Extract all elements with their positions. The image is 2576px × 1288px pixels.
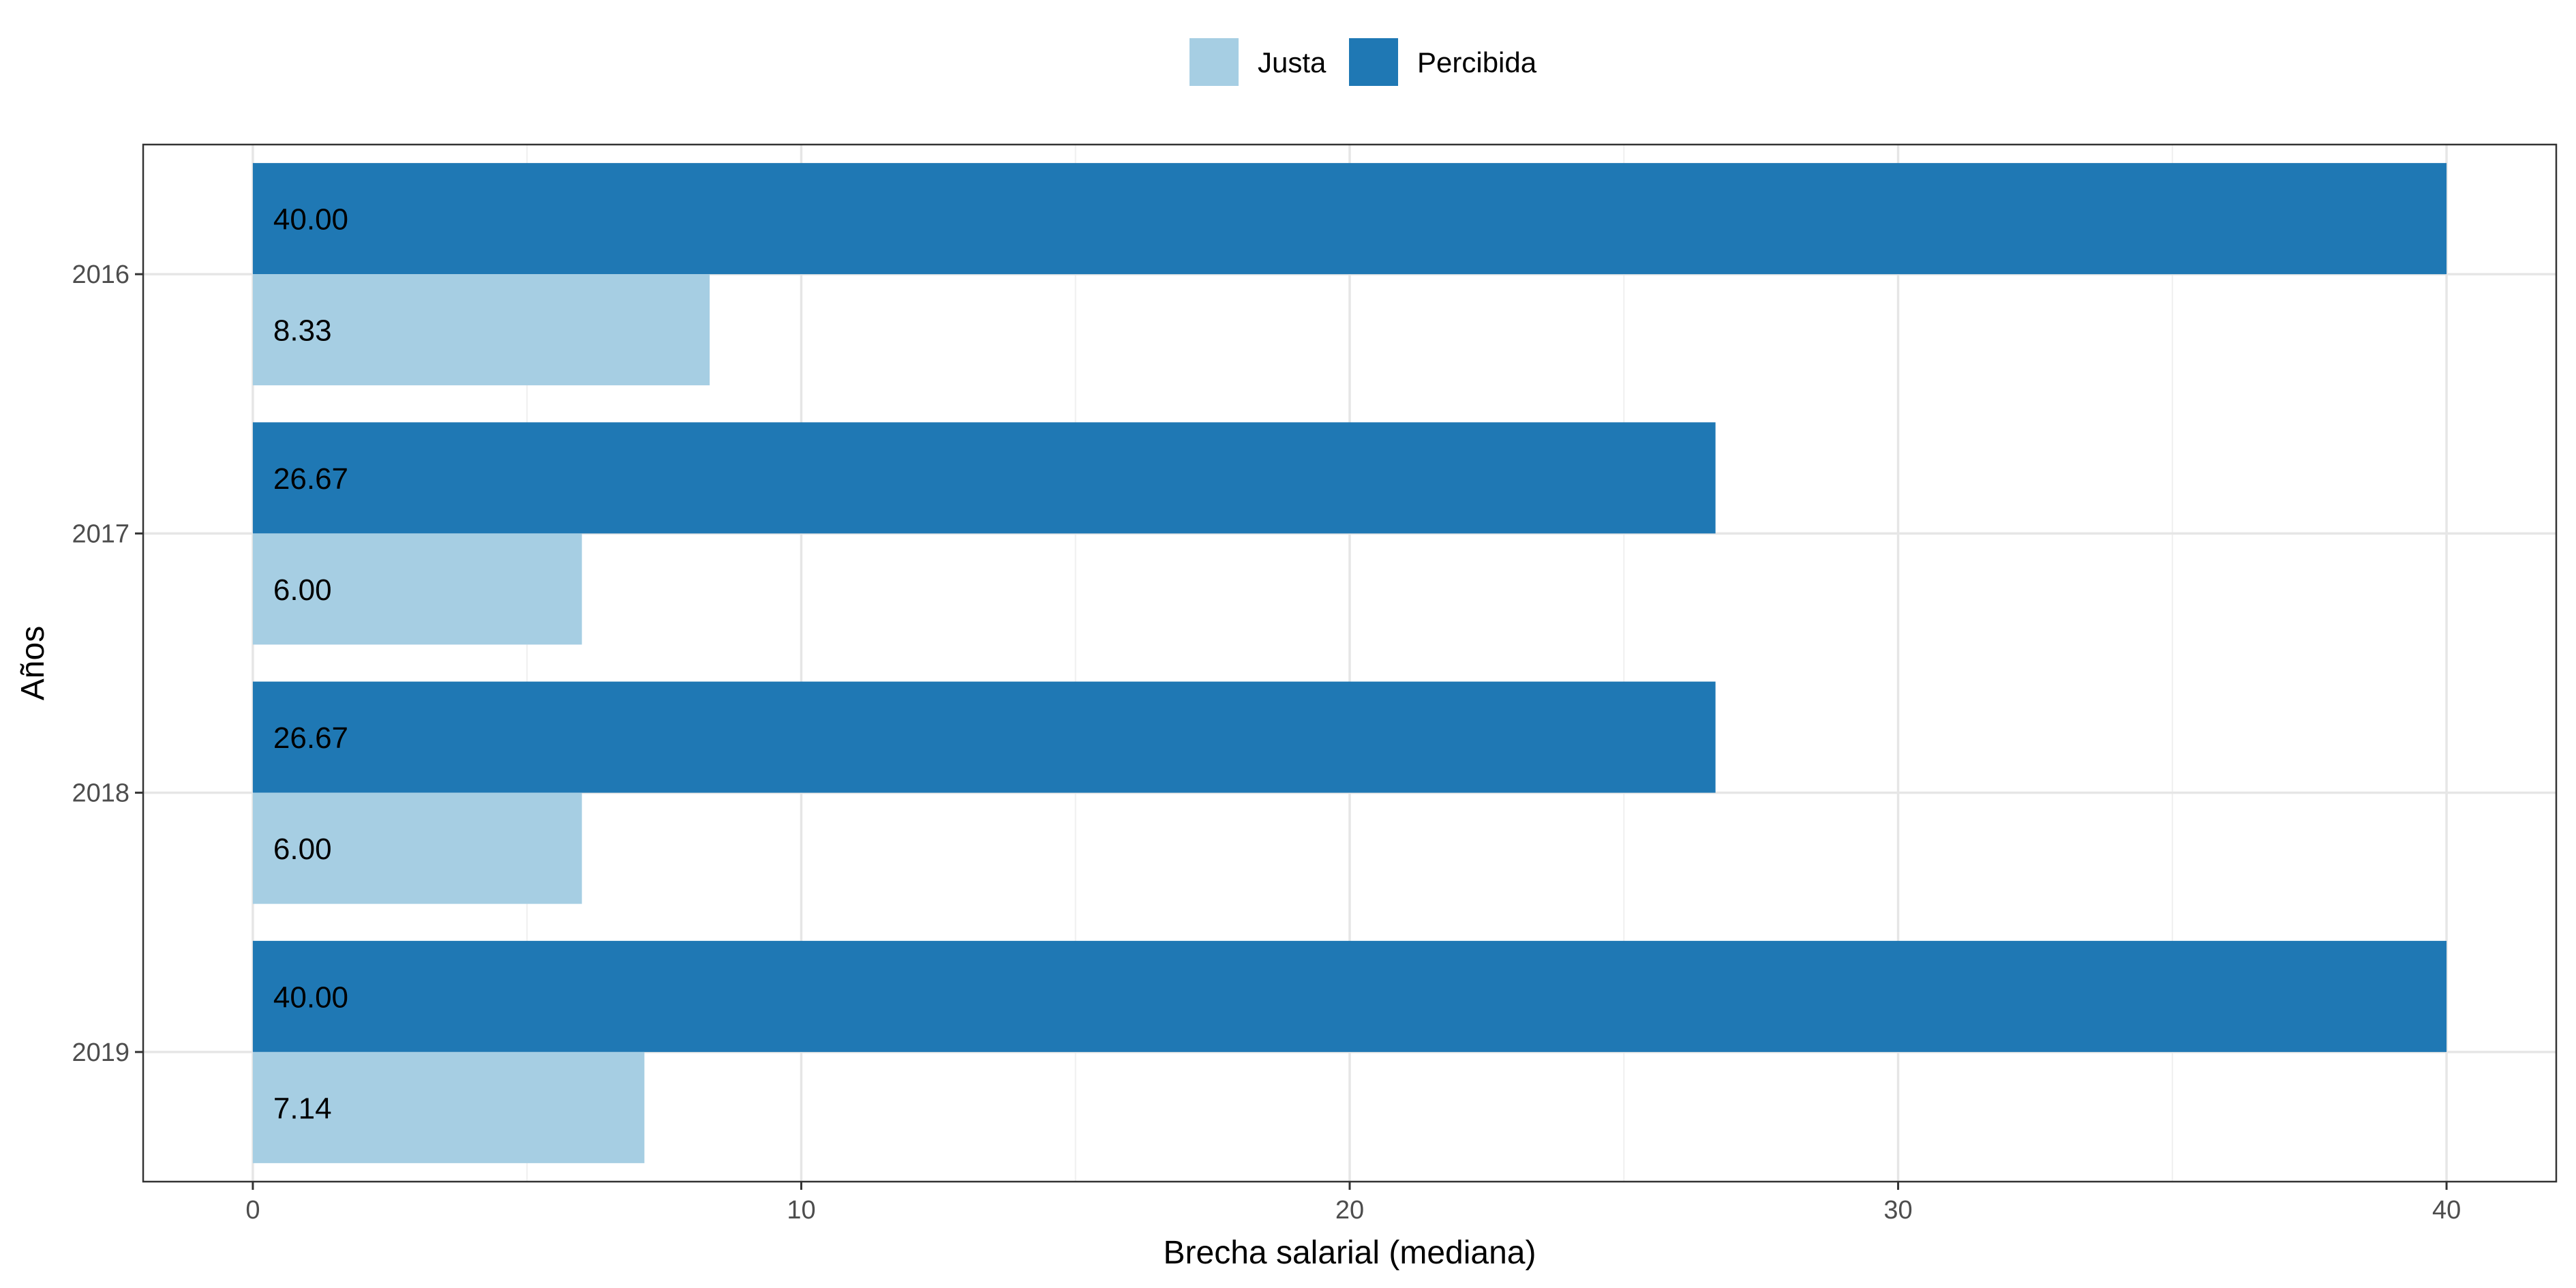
x-tick-label: 10 bbox=[787, 1196, 815, 1225]
y-tick-label: 2019 bbox=[72, 1038, 130, 1067]
bar-justa-2017 bbox=[252, 533, 582, 645]
data-label-justa-2018: 6.00 bbox=[273, 833, 332, 866]
legend: Justa Percibida bbox=[1189, 38, 1537, 86]
legend-label-percibida: Percibida bbox=[1417, 46, 1537, 78]
legend-key-justa bbox=[1189, 38, 1239, 86]
bar-percibida-2016 bbox=[252, 163, 2447, 275]
bar-percibida-2018 bbox=[252, 681, 1716, 793]
x-tick-label: 30 bbox=[1883, 1196, 1912, 1225]
data-label-justa-2019: 7.14 bbox=[273, 1092, 332, 1125]
data-label-percibida-2017: 26.67 bbox=[273, 462, 348, 496]
x-axis: 0 10 20 30 40 bbox=[245, 1182, 2461, 1225]
bar-justa-2018 bbox=[252, 792, 582, 904]
data-label-percibida-2019: 40.00 bbox=[273, 980, 348, 1014]
y-axis-title: Años bbox=[15, 626, 51, 700]
x-tick-label: 20 bbox=[1335, 1196, 1364, 1225]
x-tick-label: 0 bbox=[245, 1196, 260, 1225]
y-axis: 2016 2017 2018 2019 bbox=[72, 260, 143, 1067]
data-label-justa-2016: 8.33 bbox=[273, 314, 332, 348]
bar-percibida-2019 bbox=[252, 940, 2447, 1052]
data-label-percibida-2018: 26.67 bbox=[273, 721, 348, 755]
y-tick-label: 2017 bbox=[72, 520, 130, 548]
bar-justa-2016 bbox=[252, 274, 710, 386]
legend-key-percibida bbox=[1349, 38, 1398, 86]
bar-percibida-2017 bbox=[252, 422, 1716, 534]
data-labels: 40.00 8.33 26.67 6.00 26.67 6.00 40.00 7.14 bbox=[273, 203, 348, 1126]
legend-label-justa: Justa bbox=[1258, 46, 1327, 78]
bars bbox=[252, 163, 2447, 1163]
data-label-percibida-2016: 40.00 bbox=[273, 203, 348, 237]
y-tick-label: 2016 bbox=[72, 260, 130, 289]
x-tick-label: 40 bbox=[2432, 1196, 2461, 1225]
data-label-justa-2017: 6.00 bbox=[273, 573, 332, 607]
bar-justa-2019 bbox=[252, 1051, 645, 1163]
x-axis-title: Brecha salarial (mediana) bbox=[1164, 1235, 1536, 1271]
y-tick-label: 2018 bbox=[72, 779, 130, 808]
